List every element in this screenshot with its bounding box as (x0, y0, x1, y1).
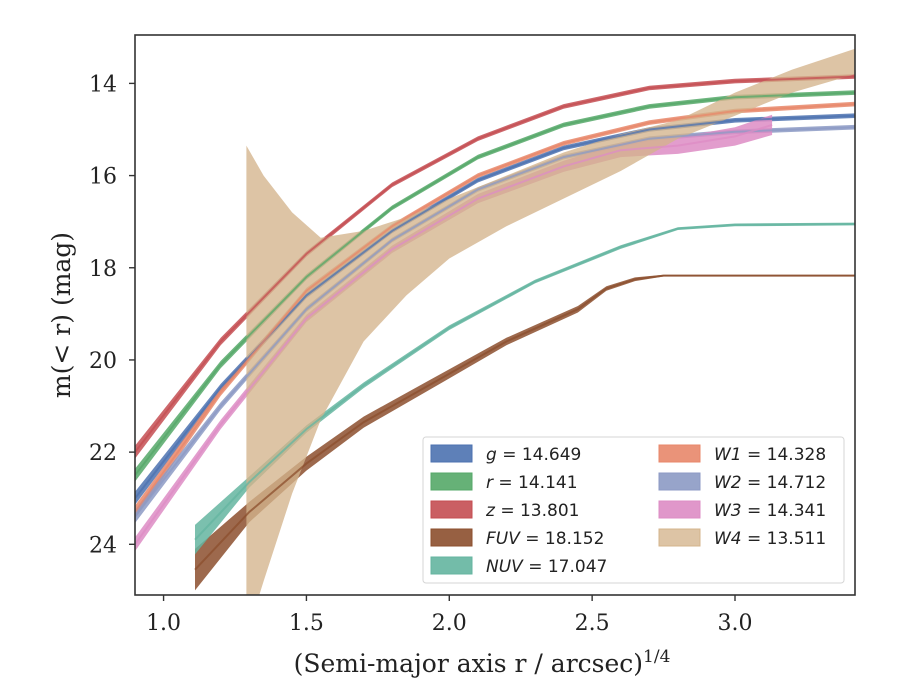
series-line-fuv (194, 274, 855, 571)
series-line-w1 (135, 103, 855, 513)
y-axis: 14 16 18 20 22 24 (89, 72, 135, 558)
x-axis-title: (Semi-major axis r / arcsec)1/4 (294, 647, 671, 678)
x-tick-label: 1.5 (289, 611, 324, 636)
legend-label-w2: W2 = 14.712 (714, 473, 826, 493)
legend-label-z: z = 13.801 (485, 501, 579, 521)
legend-label-w1: W1 = 14.328 (714, 445, 826, 465)
legend-swatch-g (430, 444, 473, 463)
series-line-w2 (135, 126, 855, 518)
x-tick-label: 2.5 (575, 611, 610, 636)
legend-label-fuv: FUV = 18.152 (486, 529, 604, 549)
series-band-w4 (246, 48, 855, 595)
y-tick-label: 14 (89, 72, 117, 97)
series-line-w3 (135, 123, 773, 545)
legend-swatch-w3 (658, 500, 701, 519)
legend-box (422, 436, 845, 584)
legend-swatch-w4 (658, 528, 701, 547)
series-bands (135, 48, 855, 595)
legend-label-w3: W3 = 14.341 (714, 501, 826, 521)
legend-swatch-w1 (658, 444, 701, 463)
series-line-z (135, 75, 855, 453)
x-tick-label: 1.0 (146, 611, 181, 636)
series-line-nuv (194, 223, 855, 541)
y-tick-label: 24 (89, 533, 117, 558)
series-lines (135, 75, 855, 571)
plot-frame (134, 34, 856, 596)
y-tick-label: 18 (89, 257, 117, 282)
legend-label-nuv: NUV = 17.047 (486, 557, 607, 577)
legend-swatch-z (430, 500, 473, 519)
x-axis: 1.0 1.5 2.0 2.5 3.0 (146, 595, 753, 636)
legend-label-w4: W4 = 13.511 (714, 529, 826, 549)
x-tick-label: 3.0 (718, 611, 753, 636)
y-tick-label: 16 (89, 165, 117, 190)
legend-swatch-w2 (658, 472, 701, 491)
legend-swatch-fuv (430, 528, 473, 547)
y-tick-label: 22 (89, 441, 117, 466)
y-axis-title: m(< r) (mag) (47, 232, 76, 398)
y-tick-label: 20 (89, 349, 117, 374)
x-tick-label: 2.0 (432, 611, 467, 636)
series-band-r (135, 90, 855, 482)
legend-swatch-nuv (430, 556, 473, 575)
legend-label-g: g = 14.649 (486, 445, 581, 465)
series-line-r (135, 91, 855, 476)
legend-label-r: r = 14.141 (486, 473, 578, 493)
legend-swatch-r (430, 472, 473, 491)
legend: g = 14.649 r = 14.141 z = 13.801 FUV = 18.1… (422, 436, 845, 584)
